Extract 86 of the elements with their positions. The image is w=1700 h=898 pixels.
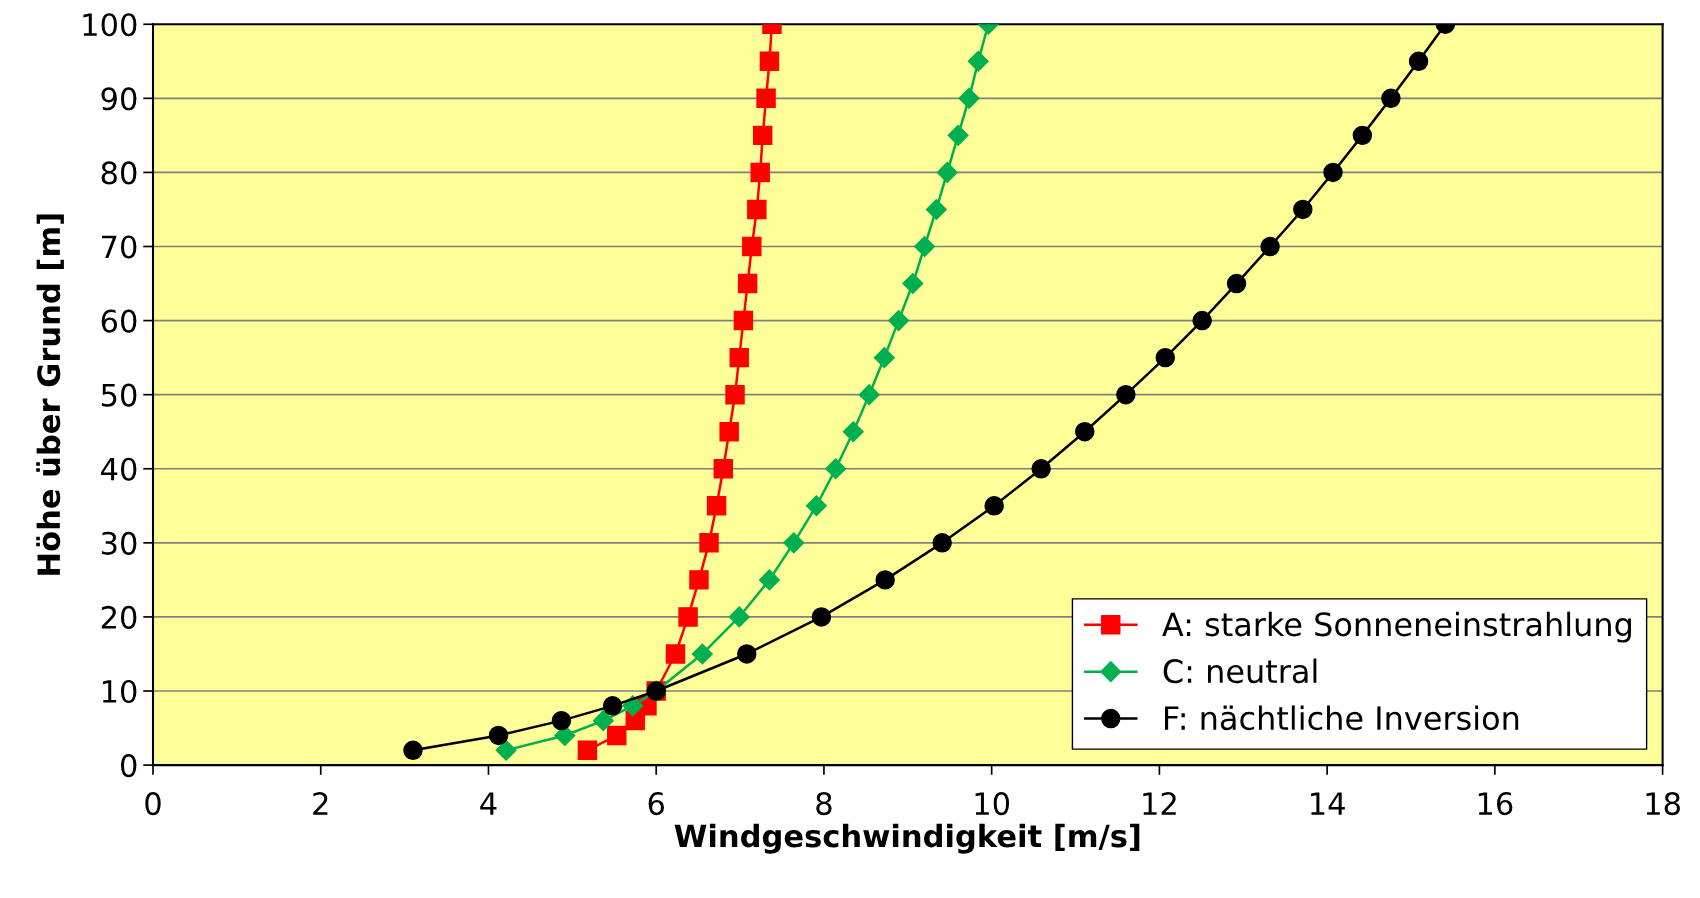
point xyxy=(756,88,776,109)
y-tick-label: 50 xyxy=(101,383,137,407)
point xyxy=(811,607,832,627)
point xyxy=(665,644,686,664)
y-tick-label: 60 xyxy=(101,309,137,333)
point xyxy=(495,739,517,761)
y-tick-label: 10 xyxy=(102,679,137,704)
legend-label: C: neutral xyxy=(1163,658,1317,684)
point xyxy=(742,236,762,257)
x-tick-label: 16 xyxy=(1478,792,1513,816)
point xyxy=(577,740,598,761)
x-tick-label: 4 xyxy=(480,792,497,815)
y-tick-label: 80 xyxy=(101,161,137,185)
point xyxy=(875,570,895,590)
x-tick-label: 12 xyxy=(1143,792,1176,815)
point xyxy=(936,161,958,183)
x-tick-label: 14 xyxy=(1311,792,1345,815)
point xyxy=(967,50,989,72)
x-tick-label: 2 xyxy=(313,792,328,815)
point xyxy=(691,643,713,665)
point xyxy=(1408,51,1429,72)
x-tick-label: 10 xyxy=(975,792,1010,816)
y-tick-label: 30 xyxy=(101,531,137,555)
x-tick-label: 6 xyxy=(648,792,664,816)
point xyxy=(622,695,644,717)
point xyxy=(678,607,698,627)
point xyxy=(1155,347,1175,368)
point xyxy=(888,310,910,332)
point xyxy=(602,696,623,716)
point xyxy=(805,495,827,517)
point xyxy=(728,606,750,628)
point xyxy=(725,384,745,405)
point xyxy=(1192,310,1212,331)
y-tick-label: 70 xyxy=(102,235,137,259)
point xyxy=(1226,273,1247,294)
point xyxy=(932,533,952,553)
point xyxy=(747,199,767,220)
point xyxy=(873,347,895,369)
point xyxy=(733,310,754,331)
point xyxy=(825,458,847,480)
point xyxy=(752,125,773,146)
point xyxy=(607,725,627,746)
point xyxy=(488,725,509,746)
point xyxy=(947,124,969,146)
point xyxy=(759,51,780,72)
y-tick-label: 0 xyxy=(120,754,137,778)
point xyxy=(1116,384,1136,405)
point xyxy=(592,710,614,732)
point xyxy=(750,162,770,183)
point xyxy=(737,644,757,664)
point xyxy=(689,570,709,590)
y-tick-label: 90 xyxy=(101,87,137,111)
x-tick-label: 18 xyxy=(1646,792,1680,816)
point xyxy=(1381,88,1401,109)
y-tick-label: 20 xyxy=(101,605,137,629)
point xyxy=(902,273,924,295)
legend-label: A: starke Sonneneinstrahlung xyxy=(1162,611,1631,643)
point xyxy=(1075,421,1095,442)
point xyxy=(1260,236,1280,257)
point xyxy=(699,533,719,553)
y-tick-label: 100 xyxy=(83,13,137,37)
point xyxy=(706,496,727,516)
point xyxy=(551,710,572,731)
x-tick-label: 8 xyxy=(816,792,832,816)
point xyxy=(1031,459,1051,479)
x-axis-title: Windgeschwindigkeit [m/s] xyxy=(674,823,1140,854)
point xyxy=(1323,162,1343,183)
point xyxy=(403,740,423,761)
point xyxy=(858,384,880,406)
x-tick-label: 0 xyxy=(145,792,161,816)
point xyxy=(719,421,739,442)
y-tick-label: 40 xyxy=(101,457,137,481)
point xyxy=(914,235,936,258)
y-axis-title: Höhe über Grund [m] xyxy=(36,214,64,575)
point xyxy=(1293,199,1313,220)
point xyxy=(713,459,734,479)
point xyxy=(1352,125,1373,146)
point xyxy=(842,421,864,443)
point xyxy=(758,569,780,591)
point xyxy=(958,87,980,109)
point xyxy=(783,532,805,554)
point xyxy=(984,496,1004,516)
point xyxy=(729,347,749,368)
legend-label: F: nächtliche Inversion xyxy=(1165,705,1519,731)
point xyxy=(737,273,758,294)
point xyxy=(925,198,947,220)
